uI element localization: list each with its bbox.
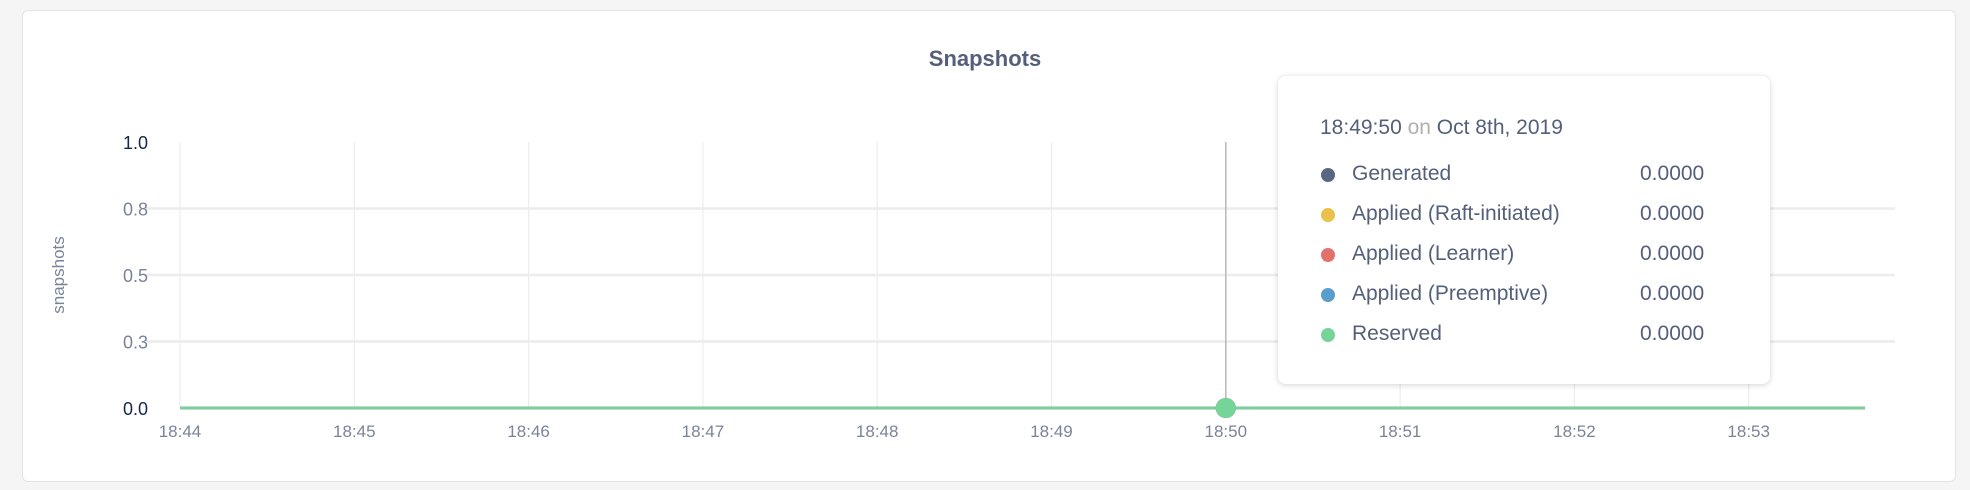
y-tick-label: 0.0 — [123, 399, 148, 419]
tooltip-date: Oct 8th, 2019 — [1436, 116, 1563, 139]
legend-dot-icon — [1321, 288, 1335, 302]
tooltip-series-label: Reserved — [1352, 322, 1442, 345]
x-tick-label: 18:44 — [159, 422, 202, 441]
tooltip-series-label: Generated — [1352, 162, 1452, 185]
legend-dot-icon — [1321, 208, 1335, 222]
legend-dot-icon — [1321, 248, 1335, 262]
tooltip-row: Applied (Learner) 0.0000 — [1318, 240, 1758, 270]
tooltip-series-value: 0.0000 — [1640, 242, 1705, 265]
chart-tooltip: 18:49:50 on Oct 8th, 2019 Generated 0.000… — [1278, 76, 1770, 384]
x-tick-label: 18:45 — [333, 422, 376, 441]
tooltip-series-label: Applied (Learner) — [1352, 242, 1515, 265]
y-tick-label: 0.3 — [123, 333, 148, 353]
tooltip-row: Applied (Preemptive) 0.0000 — [1318, 280, 1758, 310]
tooltip-row: Generated 0.0000 — [1318, 160, 1758, 190]
tooltip-series-label: Applied (Preemptive) — [1352, 282, 1549, 305]
x-tick-label: 18:53 — [1727, 422, 1770, 441]
hover-point — [1215, 398, 1236, 418]
tooltip-time: 18:49:50 — [1320, 116, 1402, 139]
tooltip-row: Applied (Raft-initiated) 0.0000 — [1318, 200, 1758, 230]
tooltip-row: Reserved 0.0000 — [1318, 320, 1758, 350]
x-tick-label: 18:47 — [682, 422, 725, 441]
tooltip-header: 18:49:50 on Oct 8th, 2019 — [1320, 116, 1563, 140]
legend-dot-icon — [1321, 168, 1335, 182]
tooltip-series-value: 0.0000 — [1640, 322, 1705, 345]
tooltip-series-value: 0.0000 — [1640, 282, 1705, 305]
tooltip-series-value: 0.0000 — [1640, 202, 1705, 225]
x-tick-label: 18:48 — [856, 422, 899, 441]
x-tick-label: 18:49 — [1030, 422, 1073, 441]
y-tick-label: 1.0 — [123, 133, 148, 153]
x-tick-label: 18:50 — [1205, 422, 1248, 441]
y-axis-label: snapshots — [49, 236, 68, 314]
chart-title: Snapshots — [928, 46, 1042, 71]
y-tick-label: 0.8 — [123, 200, 148, 220]
tooltip-series-label: Applied (Raft-initiated) — [1352, 202, 1560, 225]
tooltip-on: on — [1407, 116, 1431, 139]
x-tick-label: 18:51 — [1379, 422, 1422, 441]
y-tick-label: 0.5 — [123, 266, 148, 286]
x-tick-label: 18:52 — [1553, 422, 1596, 441]
legend-dot-icon — [1321, 328, 1335, 342]
tooltip-series-value: 0.0000 — [1640, 162, 1705, 185]
x-tick-label: 18:46 — [507, 422, 550, 441]
